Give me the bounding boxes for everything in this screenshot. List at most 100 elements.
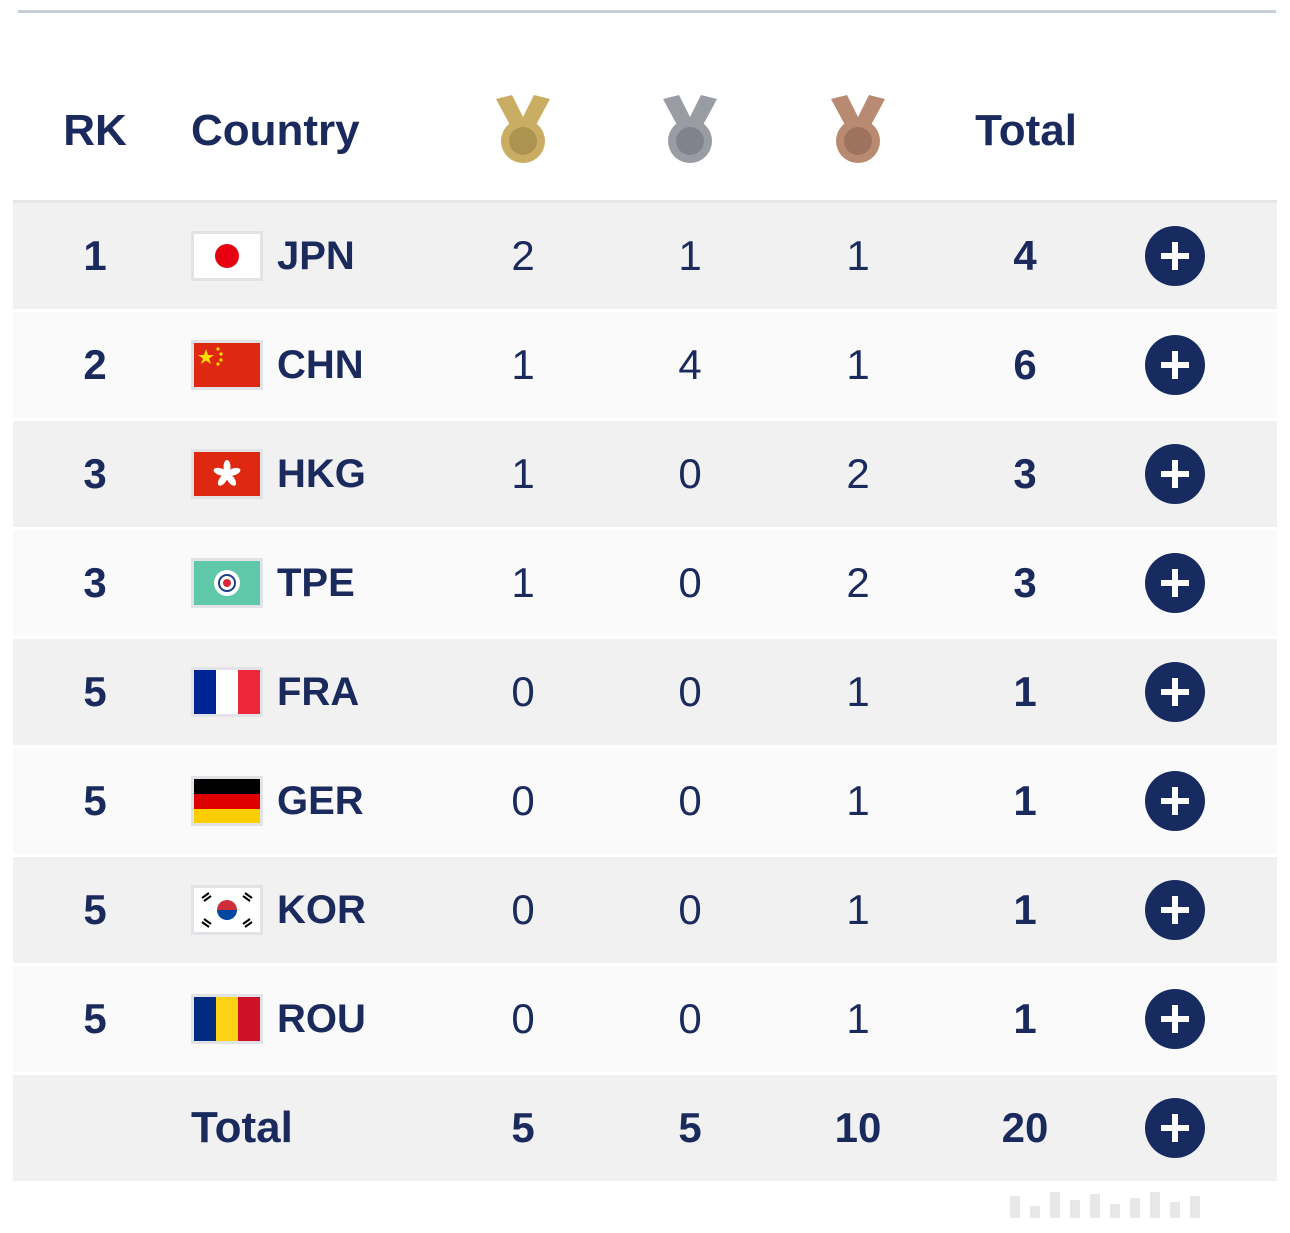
country-cell: CHN [191,312,471,418]
hong-kong-flag-icon [191,449,263,499]
country-header: Country [191,106,360,155]
bronze-medal-icon [808,62,908,200]
rank-cell: 5 [83,995,107,1042]
japan-flag-icon [191,231,263,281]
gold-medal-icon [473,62,573,200]
plus-icon [1161,569,1189,597]
table-row: 3 TPE 1 0 2 3 [13,530,1277,639]
gold-count: 1 [511,559,535,606]
rank-cell: 1 [83,232,107,279]
gold-count: 0 [511,777,535,824]
bronze-count: 1 [846,668,870,715]
silver-count: 1 [678,232,702,279]
table-row: 5 KOR 0 0 1 1 [13,857,1277,966]
table-row: 3 HKG 1 0 2 3 [13,421,1277,530]
silver-count: 0 [678,559,702,606]
total-count: 1 [1013,995,1037,1042]
plus-icon [1161,787,1189,815]
total-count: 1 [1013,886,1037,933]
bronze-total: 10 [834,1104,882,1151]
france-flag-icon [191,667,263,717]
rank-cell: 3 [83,450,107,497]
expand-button[interactable] [1145,771,1205,831]
silver-medal-icon [640,62,740,200]
medal-table: RK Country Total 1 JPN 2 1 1 4 [13,62,1277,1181]
country-cell: ROU [191,966,471,1072]
expand-button[interactable] [1145,226,1205,286]
gold-total: 5 [511,1104,535,1151]
silver-count: 4 [678,341,702,388]
table-row: 2 CHN 1 4 1 6 [13,312,1277,421]
country-cell: TPE [191,530,471,636]
silver-total: 5 [678,1104,702,1151]
total-header: Total [975,106,1077,155]
expand-button[interactable] [1145,335,1205,395]
expand-button[interactable] [1145,662,1205,722]
expand-cell [1139,203,1211,309]
rank-cell: 5 [83,668,107,715]
expand-cell [1139,857,1211,963]
total-count: 1 [1013,777,1037,824]
country-code: FRA [277,669,360,714]
silver-count: 0 [678,886,702,933]
plus-icon [1161,1005,1189,1033]
expand-cell [1139,748,1211,854]
watermark [1010,1188,1280,1218]
country-cell: KOR [191,857,471,963]
total-count: 3 [1013,559,1037,606]
table-row: 5 ROU 0 0 1 1 [13,966,1277,1075]
gold-count: 1 [511,341,535,388]
country-code: JPN [277,233,355,278]
bronze-count: 2 [846,559,870,606]
rank-cell: 3 [83,559,107,606]
silver-count: 0 [678,995,702,1042]
plus-icon [1161,242,1189,270]
rank-header: RK [63,106,127,155]
gold-count: 0 [511,995,535,1042]
plus-icon [1161,678,1189,706]
country-code: TPE [277,560,355,605]
bronze-count: 1 [846,341,870,388]
totals-row: Total 5 5 10 20 [13,1075,1277,1181]
bronze-count: 1 [846,777,870,824]
gold-count: 2 [511,232,535,279]
expand-button[interactable] [1145,1098,1205,1158]
expand-button[interactable] [1145,989,1205,1049]
rank-cell: 2 [83,341,107,388]
expand-cell [1139,421,1211,527]
plus-icon [1161,351,1189,379]
romania-flag-icon [191,994,263,1044]
expand-cell [1139,312,1211,418]
plus-icon [1161,1114,1189,1142]
total-count: 3 [1013,450,1037,497]
country-cell: FRA [191,639,471,745]
table-header: RK Country Total [13,62,1277,203]
plus-icon [1161,896,1189,924]
country-cell: GER [191,748,471,854]
expand-cell [1139,966,1211,1072]
grand-total: 20 [1001,1104,1049,1151]
expand-button[interactable] [1145,553,1205,613]
expand-cell [1139,639,1211,745]
bronze-count: 1 [846,886,870,933]
top-divider [18,10,1276,13]
gold-count: 0 [511,668,535,715]
bronze-count: 1 [846,232,870,279]
totals-label: Total [191,1103,293,1152]
total-count: 1 [1013,668,1037,715]
table-row: 1 JPN 2 1 1 4 [13,203,1277,312]
expand-cell [1139,1075,1211,1181]
bronze-count: 1 [846,995,870,1042]
rank-cell: 5 [83,886,107,933]
china-flag-icon [191,340,263,390]
chinese-taipei-flag-icon [191,558,263,608]
country-code: KOR [277,887,366,932]
rank-cell: 5 [83,777,107,824]
expand-button[interactable] [1145,444,1205,504]
germany-flag-icon [191,776,263,826]
total-count: 6 [1013,341,1037,388]
expand-button[interactable] [1145,880,1205,940]
silver-count: 0 [678,777,702,824]
plus-icon [1161,460,1189,488]
country-code: GER [277,778,364,823]
